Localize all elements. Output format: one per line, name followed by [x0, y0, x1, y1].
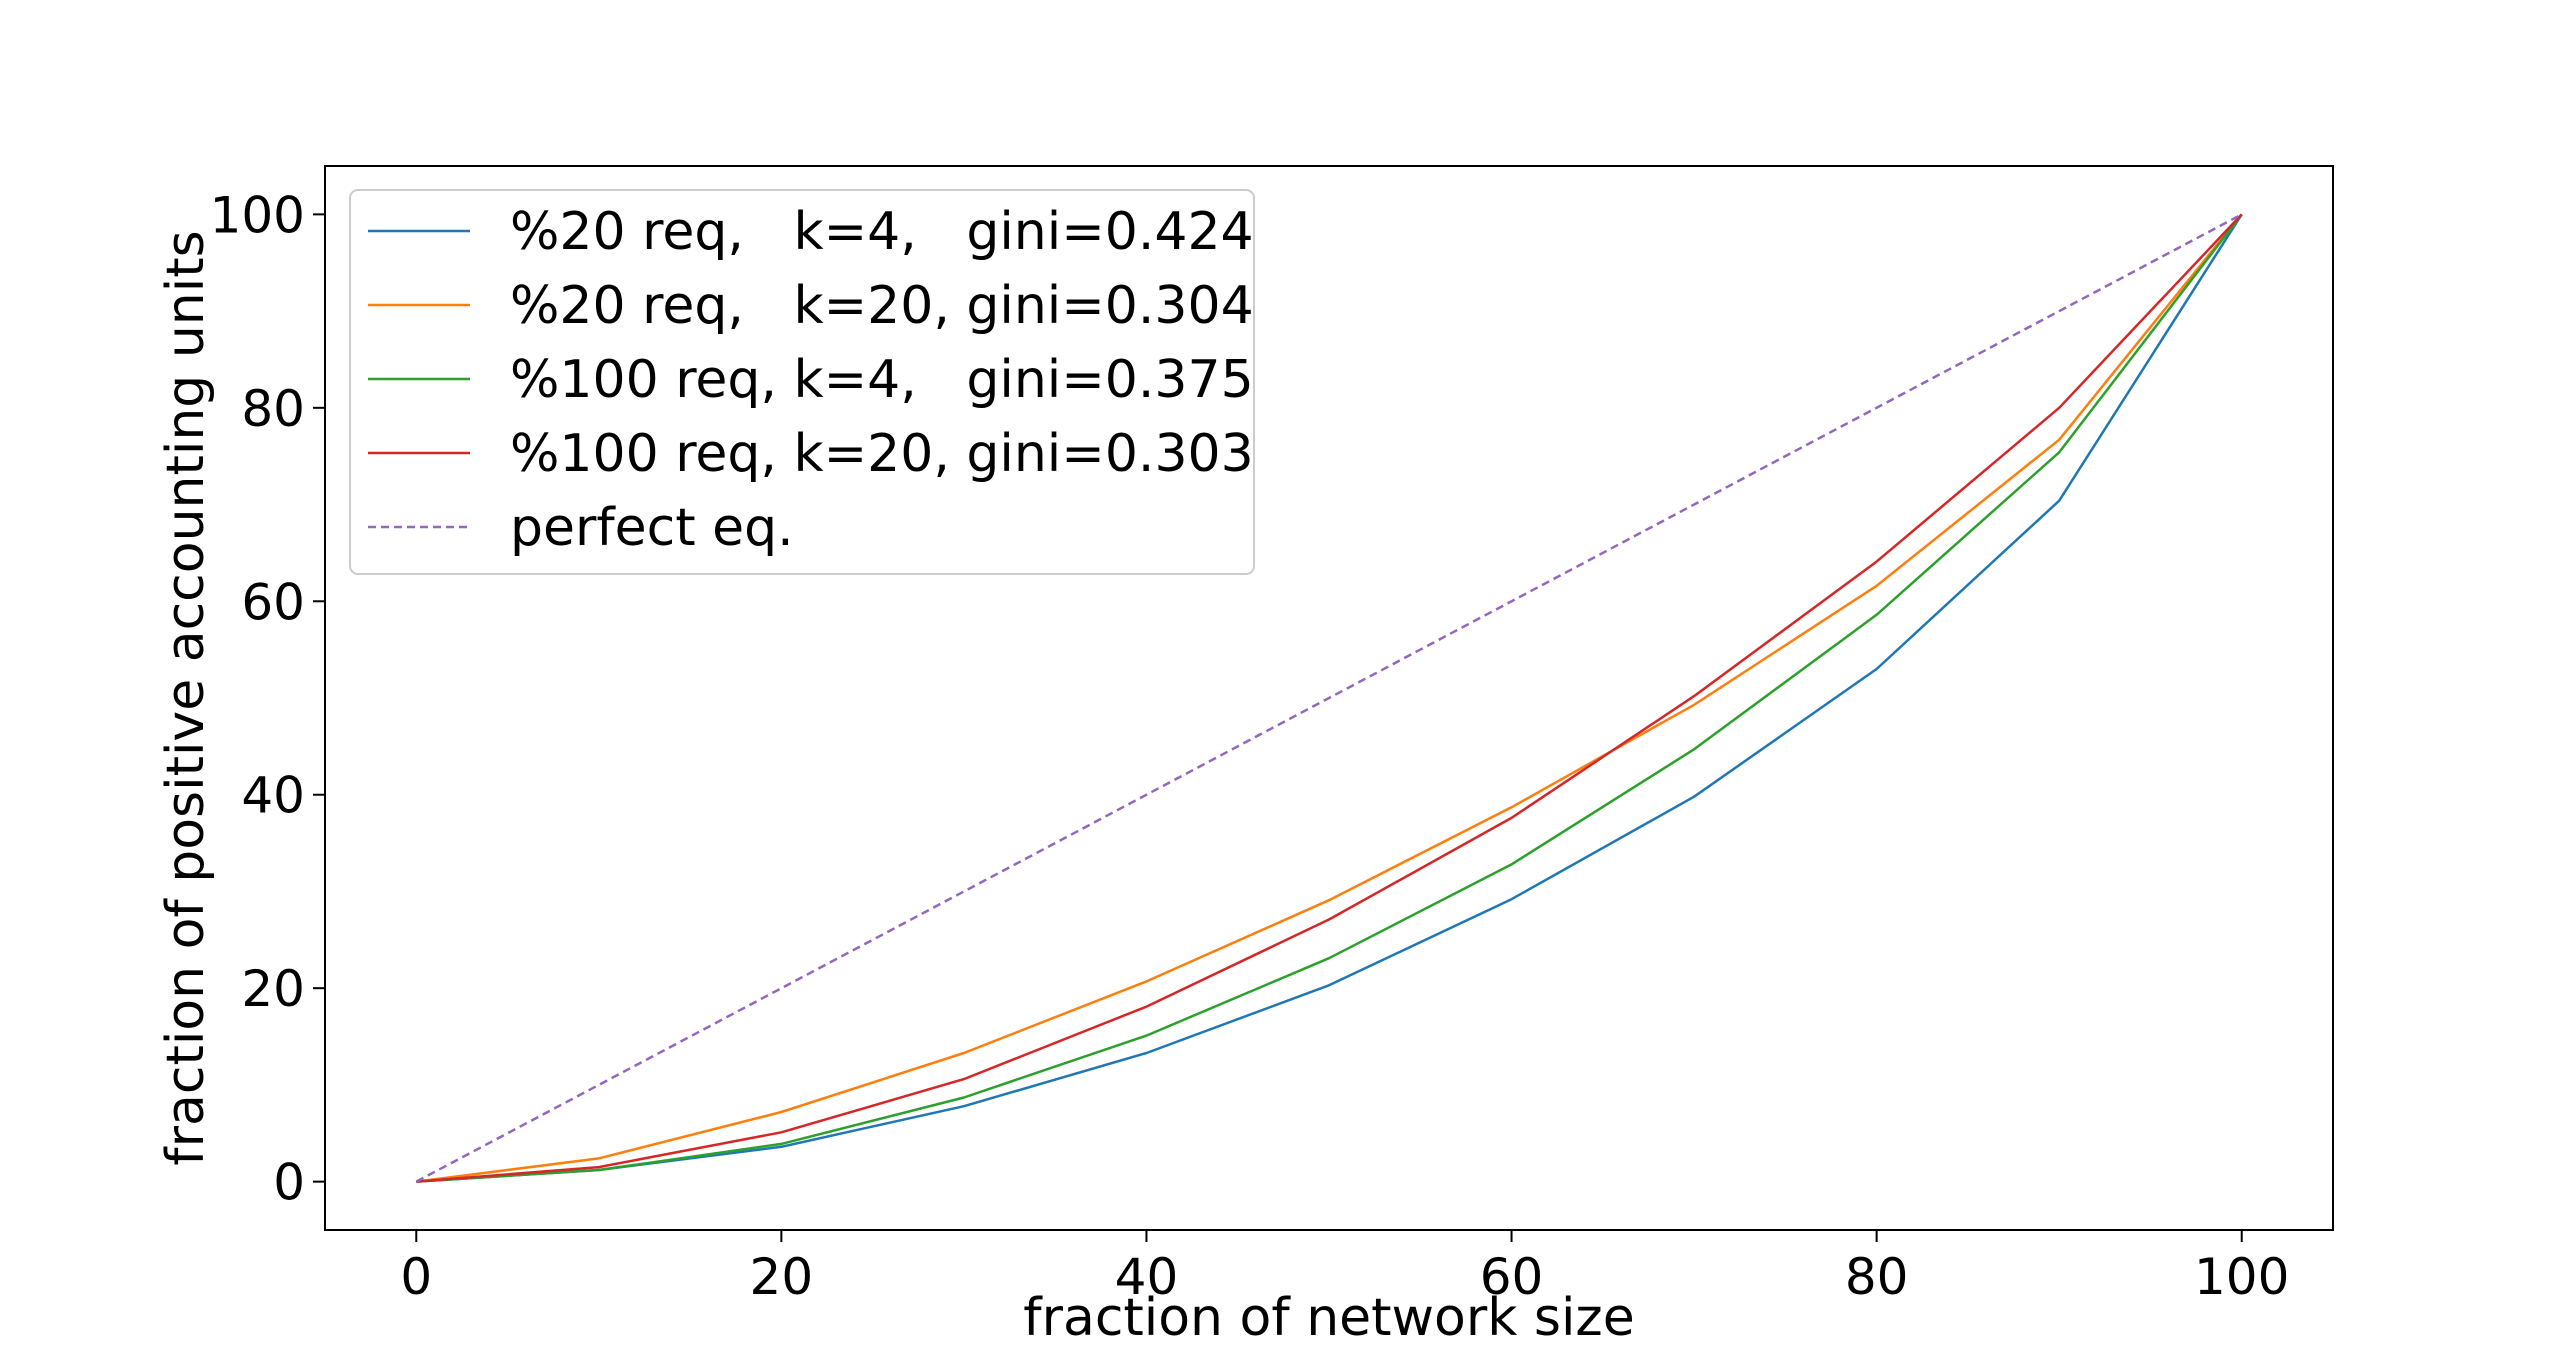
y-tick-label: 80 [241, 380, 305, 438]
series-line-5 [415, 213, 2243, 1183]
series-layer [415, 213, 2243, 1183]
x-tick-label: 60 [1480, 1248, 1544, 1306]
legend-label-1: %20 req, k=4, gini=0.424 [510, 202, 1254, 262]
legend-entries: %20 req, k=4, gini=0.424 %20 req, k=20, g… [368, 202, 1254, 558]
x-tick-label: 80 [1845, 1248, 1909, 1306]
y-tick-label: 60 [241, 573, 305, 631]
y-axis-label: fraction of positive accounting units [156, 230, 216, 1165]
y-tick-label: 40 [241, 767, 305, 825]
legend-box [349, 189, 1255, 575]
x-tick-label: 100 [2194, 1248, 2289, 1306]
x-tick-label: 0 [400, 1248, 432, 1306]
legend-label-2: %20 req, k=20, gini=0.304 [510, 276, 1254, 336]
y-tick-label: 20 [241, 960, 305, 1018]
x-tick-label: 20 [750, 1248, 814, 1306]
legend-label-5: perfect eq. [510, 498, 794, 558]
series-line-3 [416, 213, 2243, 1183]
legend-label-3: %100 req, k=4, gini=0.375 [510, 350, 1254, 410]
plot-frame [324, 165, 2334, 1231]
x-axis: 0 20 40 60 80 100 [400, 1230, 2289, 1306]
series-line-2 [416, 213, 2243, 1183]
series-line-1 [416, 213, 2243, 1183]
legend: %20 req, k=4, gini=0.424 %20 req, k=20, g… [349, 189, 1255, 575]
x-tick-label: 40 [1115, 1248, 1179, 1306]
y-tick-label: 0 [273, 1154, 305, 1212]
series-line-4 [416, 213, 2243, 1183]
x-axis-label: fraction of network size [1023, 1288, 1634, 1348]
y-tick-label: 100 [210, 186, 305, 244]
legend-label-4: %100 req, k=20, gini=0.303 [510, 424, 1254, 484]
y-axis: 0 20 40 60 80 100 [210, 186, 325, 1212]
